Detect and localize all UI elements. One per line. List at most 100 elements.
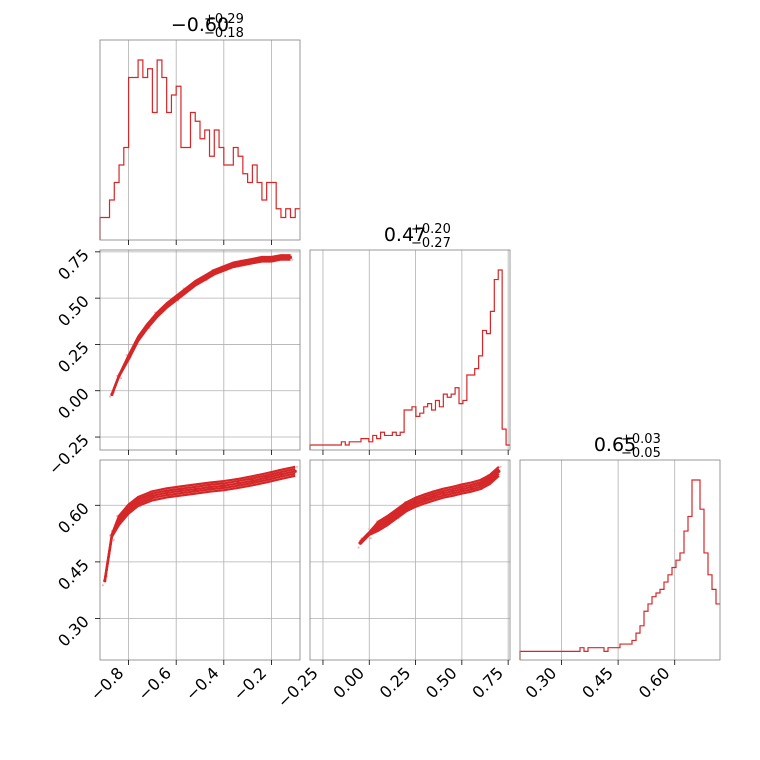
title-param-3-minus: −0.05 xyxy=(621,446,661,461)
panel-3-vs-2-contour-3 xyxy=(359,468,500,544)
title-param-1-minus: −0.18 xyxy=(204,26,244,41)
panel-2-vs-1-point-11 xyxy=(212,270,216,274)
panel-2-vs-1-point-13 xyxy=(231,263,235,267)
panel-3-vs-1-point-2 xyxy=(117,518,121,522)
title-param-1-plus: +0.29 xyxy=(204,12,244,27)
xtick-label-p1-0: −0.8 xyxy=(86,663,127,704)
xtick-label-p1-3: −0.2 xyxy=(229,663,270,704)
ytick-label-p2-3: 0.50 xyxy=(54,292,93,331)
title-param-2-minus: −0.27 xyxy=(411,236,451,251)
xtick-label-p1-1: −0.6 xyxy=(134,663,175,704)
panel-2-vs-1-point-17 xyxy=(269,257,274,261)
hist-param-2-step-line xyxy=(309,269,510,450)
panel-3-vs-2-point-12 xyxy=(469,485,473,489)
panel-3-vs-2-point-14 xyxy=(488,478,492,482)
panel-3-vs-1-point-13 xyxy=(265,476,269,480)
panel-3-vs-2-contour-4 xyxy=(359,465,500,543)
panel-3-vs-1-contour-4 xyxy=(103,465,296,580)
ytick-label-p2-2: 0.25 xyxy=(54,338,93,377)
title-param-3: 0.65 xyxy=(594,434,636,456)
panel-3-vs-2-point-15 xyxy=(497,469,501,473)
hist-param-2-frame xyxy=(309,249,511,451)
panel-2-vs-1-point-10 xyxy=(203,276,207,280)
panel-3-vs-2-point-9 xyxy=(441,491,445,495)
panel-3-vs-2-point-6 xyxy=(413,500,418,504)
title-param-3-median: 0.65 xyxy=(594,434,636,456)
ytick-label-p3-2: 0.60 xyxy=(54,499,93,538)
panel-2-vs-1-frame xyxy=(99,249,301,451)
panel-2-vs-1-point-4 xyxy=(146,324,150,328)
panel-3-vs-1-point-6 xyxy=(165,491,169,495)
panel-2-vs-1-point-15 xyxy=(250,259,254,263)
panel-3-vs-2-sample-0-0 xyxy=(357,546,360,549)
panel-3-vs-1-point-14 xyxy=(279,472,283,476)
panel-3-vs-1-frame xyxy=(99,459,301,661)
title-param-2-median: 0.47 xyxy=(384,224,426,246)
hist-param-3-step-line xyxy=(519,479,720,660)
panel-3-vs-2-point-8 xyxy=(432,494,436,498)
panel-3-vs-1-point-7 xyxy=(179,489,183,493)
xtick-label-p2-2: 0.25 xyxy=(376,663,415,702)
panel-2-vs-1-point-12 xyxy=(222,266,226,271)
panel-3-vs-2-background xyxy=(310,460,510,660)
panel-3-vs-1-point-12 xyxy=(250,479,254,483)
panel-3-vs-2-point-11 xyxy=(460,487,464,491)
panel-3-vs-1-point-1 xyxy=(110,533,114,538)
panel-2-vs-1-sample-0-0 xyxy=(108,395,112,398)
hist-param-1-frame xyxy=(99,39,301,241)
panel-3-vs-1-contour-3 xyxy=(103,468,296,581)
panel-3-vs-1-point-9 xyxy=(207,485,212,489)
panel-3-vs-1-sample-1-2 xyxy=(112,538,115,542)
ytick-label-p2-1: 0.00 xyxy=(54,384,93,423)
panel-3-vs-1-point-0 xyxy=(103,579,107,583)
panel-3-vs-1-sample-15-2 xyxy=(296,465,299,468)
panel-3-vs-2-contour-0 xyxy=(359,474,500,546)
panel-2-vs-1-point-14 xyxy=(241,261,245,265)
panel-3-vs-1-contour-0 xyxy=(103,474,296,583)
panel-3-vs-2-sample-1-2 xyxy=(369,537,372,540)
panel-2-vs-1-point-2 xyxy=(126,355,131,360)
xtick-label-p2-4: 0.75 xyxy=(468,663,507,702)
panel-2-vs-1-point-3 xyxy=(136,337,140,341)
panel-2-vs-1-point-7 xyxy=(174,296,178,300)
ytick-label-p2-0: −0.25 xyxy=(45,430,93,478)
ytick-label-p3-0: 0.30 xyxy=(54,612,93,651)
title-param-2: 0.47 xyxy=(384,224,426,246)
xtick-label-p3-2: 0.60 xyxy=(635,663,674,702)
panel-3-vs-1-point-5 xyxy=(150,494,154,498)
panel-2-vs-1-point-16 xyxy=(260,257,264,261)
panel-2-vs-1-sample-19-2 xyxy=(291,258,294,261)
panel-2-vs-1-point-6 xyxy=(165,303,169,308)
panel-3-vs-2-contour-1 xyxy=(359,472,500,545)
data-layer xyxy=(99,59,720,660)
panel-2-vs-1-contour-4 xyxy=(110,254,291,395)
xtick-label-p2-3: 0.50 xyxy=(422,663,461,702)
panel-2-vs-1-point-1 xyxy=(117,374,121,378)
panel-2-vs-1-point-19 xyxy=(288,255,293,260)
panel-3-vs-2-frame xyxy=(309,459,511,661)
xtick-label-p3-1: 0.45 xyxy=(578,663,617,702)
panel-2-vs-1-point-9 xyxy=(193,281,197,285)
panel-3-vs-1-point-15 xyxy=(293,469,297,473)
panel-2-vs-1-point-5 xyxy=(155,313,159,317)
panel-3-vs-2-point-3 xyxy=(386,518,390,522)
panel-3-vs-2-point-13 xyxy=(478,482,482,487)
title-param-3-plus: +0.03 xyxy=(621,432,661,447)
panel-3-vs-1-point-11 xyxy=(236,481,240,485)
frames-layer xyxy=(99,39,721,661)
hist-param-2-background xyxy=(310,250,510,450)
panel-3-vs-1-point-3 xyxy=(126,507,131,511)
title-param-1-median: −0.60 xyxy=(171,14,229,36)
ytick-label-p3-1: 0.45 xyxy=(54,555,93,594)
panel-3-vs-2-point-1 xyxy=(367,531,371,536)
xtick-label-p3-0: 0.30 xyxy=(522,663,561,702)
panel-3-vs-2-point-10 xyxy=(450,489,455,493)
panel-3-vs-1-point-8 xyxy=(193,487,197,491)
panel-3-vs-2-sample-1-1 xyxy=(368,527,371,531)
panel-3-vs-2-point-2 xyxy=(376,524,381,528)
hist-param-3-background xyxy=(520,460,720,660)
panel-3-vs-1-contour-2 xyxy=(103,470,296,581)
hist-param-1-step-line xyxy=(99,59,300,240)
panel-3-vs-1-contour-1 xyxy=(103,472,296,582)
panel-3-vs-2-point-0 xyxy=(358,541,362,545)
